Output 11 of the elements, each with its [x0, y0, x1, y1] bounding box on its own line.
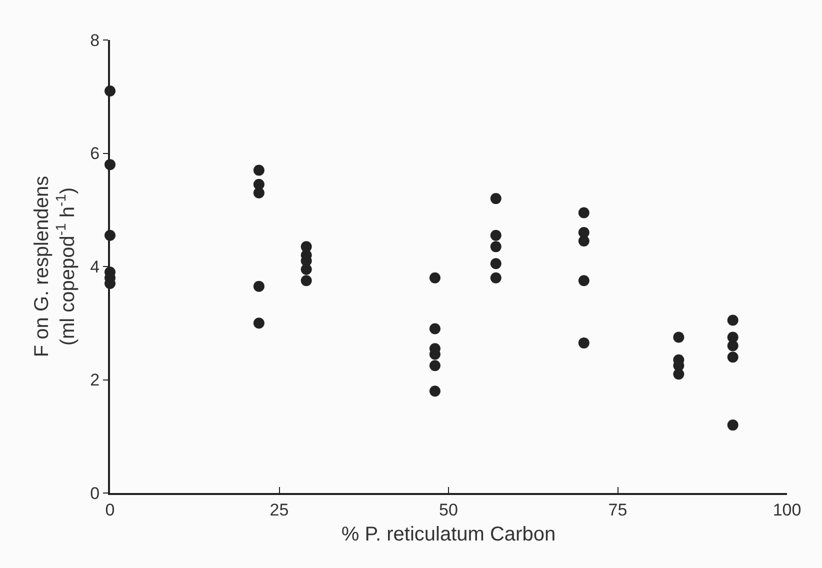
x-tick-label: 100 [772, 500, 802, 520]
x-tick-label: 25 [270, 500, 289, 520]
x-tick-label: 0 [105, 500, 115, 520]
x-tick-label: 50 [439, 500, 458, 520]
y-tick-label: 6 [90, 144, 100, 164]
y-tick-label: 4 [90, 257, 100, 276]
y-tick-label: 8 [90, 30, 100, 50]
x-tick-label: 75 [608, 500, 628, 520]
x-axis-title: % P. reticulatum Carbon [341, 523, 556, 546]
y-tick-label: 2 [90, 370, 100, 390]
y-tick-label: 0 [90, 484, 100, 503]
